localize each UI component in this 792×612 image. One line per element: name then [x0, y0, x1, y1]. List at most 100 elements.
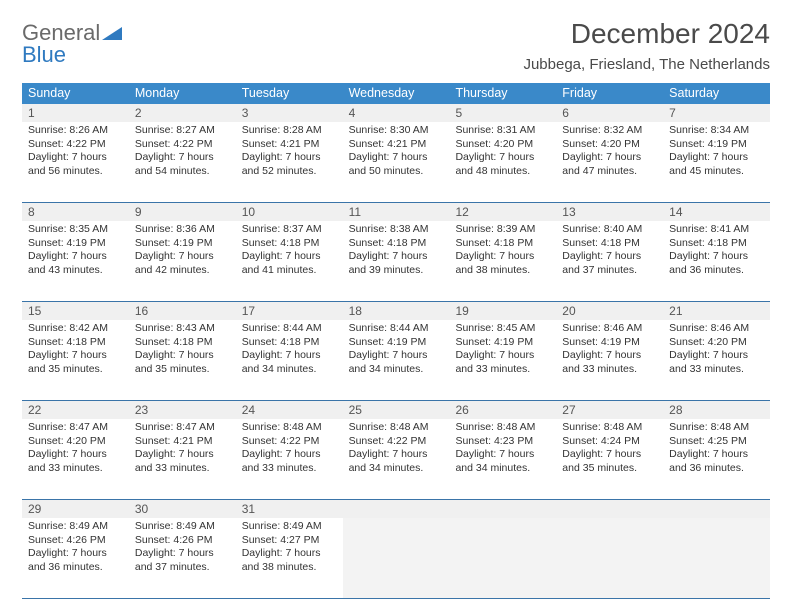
- day-dl1: Daylight: 7 hours: [242, 151, 337, 165]
- day-sunrise: Sunrise: 8:38 AM: [349, 223, 444, 237]
- day-sunrise: Sunrise: 8:48 AM: [349, 421, 444, 435]
- day-dl1: Daylight: 7 hours: [562, 151, 657, 165]
- page-title: December 2024: [523, 18, 770, 50]
- day-number: 25: [343, 401, 450, 419]
- day-cell: Sunrise: 8:45 AMSunset: 4:19 PMDaylight:…: [449, 320, 556, 400]
- day-sunset: Sunset: 4:20 PM: [28, 435, 123, 449]
- day-cell: Sunrise: 8:28 AMSunset: 4:21 PMDaylight:…: [236, 122, 343, 202]
- day-cell: Sunrise: 8:36 AMSunset: 4:19 PMDaylight:…: [129, 221, 236, 301]
- day-sunset: Sunset: 4:19 PM: [28, 237, 123, 251]
- day-of-week-header: SundayMondayTuesdayWednesdayThursdayFrid…: [22, 83, 770, 104]
- day-dl2: and 34 minutes.: [242, 363, 337, 377]
- day-dl1: Daylight: 7 hours: [455, 250, 550, 264]
- day-number: 7: [663, 104, 770, 122]
- day-number: 12: [449, 203, 556, 221]
- day-number: 2: [129, 104, 236, 122]
- daynum-row: 293031: [22, 500, 770, 518]
- day-cell: Sunrise: 8:47 AMSunset: 4:21 PMDaylight:…: [129, 419, 236, 499]
- day-sunset: Sunset: 4:19 PM: [455, 336, 550, 350]
- day-dl1: Daylight: 7 hours: [135, 151, 230, 165]
- day-sunrise: Sunrise: 8:35 AM: [28, 223, 123, 237]
- day-dl2: and 39 minutes.: [349, 264, 444, 278]
- day-cell: Sunrise: 8:48 AMSunset: 4:22 PMDaylight:…: [236, 419, 343, 499]
- day-number: 31: [236, 500, 343, 518]
- day-dl1: Daylight: 7 hours: [28, 349, 123, 363]
- day-dl2: and 33 minutes.: [455, 363, 550, 377]
- day-dl2: and 34 minutes.: [455, 462, 550, 476]
- day-sunset: Sunset: 4:27 PM: [242, 534, 337, 548]
- dow-cell: Wednesday: [343, 83, 450, 104]
- dow-cell: Friday: [556, 83, 663, 104]
- day-sunset: Sunset: 4:18 PM: [349, 237, 444, 251]
- day-sunset: Sunset: 4:23 PM: [455, 435, 550, 449]
- day-number: [449, 500, 556, 518]
- day-dl1: Daylight: 7 hours: [349, 151, 444, 165]
- day-sunset: Sunset: 4:20 PM: [669, 336, 764, 350]
- day-dl2: and 47 minutes.: [562, 165, 657, 179]
- day-dl2: and 35 minutes.: [562, 462, 657, 476]
- day-sunset: Sunset: 4:19 PM: [562, 336, 657, 350]
- day-cell: Sunrise: 8:47 AMSunset: 4:20 PMDaylight:…: [22, 419, 129, 499]
- day-sunrise: Sunrise: 8:36 AM: [135, 223, 230, 237]
- day-dl2: and 33 minutes.: [242, 462, 337, 476]
- day-dl2: and 42 minutes.: [135, 264, 230, 278]
- day-sunrise: Sunrise: 8:48 AM: [669, 421, 764, 435]
- day-number: [556, 500, 663, 518]
- day-sunrise: Sunrise: 8:30 AM: [349, 124, 444, 138]
- day-sunset: Sunset: 4:18 PM: [455, 237, 550, 251]
- day-number: [663, 500, 770, 518]
- day-dl1: Daylight: 7 hours: [349, 349, 444, 363]
- day-sunrise: Sunrise: 8:49 AM: [28, 520, 123, 534]
- day-cell: Sunrise: 8:48 AMSunset: 4:23 PMDaylight:…: [449, 419, 556, 499]
- dow-cell: Sunday: [22, 83, 129, 104]
- day-dl2: and 33 minutes.: [669, 363, 764, 377]
- day-dl2: and 37 minutes.: [562, 264, 657, 278]
- day-sunset: Sunset: 4:21 PM: [349, 138, 444, 152]
- day-cell: Sunrise: 8:43 AMSunset: 4:18 PMDaylight:…: [129, 320, 236, 400]
- day-number: 15: [22, 302, 129, 320]
- day-sunrise: Sunrise: 8:34 AM: [669, 124, 764, 138]
- week-row: Sunrise: 8:35 AMSunset: 4:19 PMDaylight:…: [22, 221, 770, 302]
- day-dl1: Daylight: 7 hours: [135, 547, 230, 561]
- day-number: 30: [129, 500, 236, 518]
- day-sunset: Sunset: 4:18 PM: [135, 336, 230, 350]
- day-cell: Sunrise: 8:49 AMSunset: 4:27 PMDaylight:…: [236, 518, 343, 598]
- day-sunset: Sunset: 4:19 PM: [135, 237, 230, 251]
- dow-cell: Saturday: [663, 83, 770, 104]
- day-dl2: and 50 minutes.: [349, 165, 444, 179]
- brand-logo: General Blue: [22, 22, 122, 66]
- dow-cell: Monday: [129, 83, 236, 104]
- day-sunrise: Sunrise: 8:27 AM: [135, 124, 230, 138]
- day-sunrise: Sunrise: 8:46 AM: [562, 322, 657, 336]
- day-dl2: and 54 minutes.: [135, 165, 230, 179]
- day-number: 11: [343, 203, 450, 221]
- day-cell: Sunrise: 8:48 AMSunset: 4:25 PMDaylight:…: [663, 419, 770, 499]
- day-dl2: and 56 minutes.: [28, 165, 123, 179]
- day-cell: Sunrise: 8:44 AMSunset: 4:19 PMDaylight:…: [343, 320, 450, 400]
- day-cell: Sunrise: 8:41 AMSunset: 4:18 PMDaylight:…: [663, 221, 770, 301]
- day-sunset: Sunset: 4:25 PM: [669, 435, 764, 449]
- day-dl2: and 37 minutes.: [135, 561, 230, 575]
- day-sunrise: Sunrise: 8:40 AM: [562, 223, 657, 237]
- day-cell: Sunrise: 8:26 AMSunset: 4:22 PMDaylight:…: [22, 122, 129, 202]
- day-sunrise: Sunrise: 8:26 AM: [28, 124, 123, 138]
- day-dl1: Daylight: 7 hours: [455, 448, 550, 462]
- day-dl2: and 36 minutes.: [28, 561, 123, 575]
- day-dl1: Daylight: 7 hours: [242, 448, 337, 462]
- daynum-row: 1234567: [22, 104, 770, 122]
- day-sunrise: Sunrise: 8:43 AM: [135, 322, 230, 336]
- brand-triangle-icon: [102, 20, 122, 45]
- daynum-row: 22232425262728: [22, 401, 770, 419]
- day-cell: Sunrise: 8:38 AMSunset: 4:18 PMDaylight:…: [343, 221, 450, 301]
- day-number: 9: [129, 203, 236, 221]
- day-sunrise: Sunrise: 8:47 AM: [28, 421, 123, 435]
- day-sunrise: Sunrise: 8:41 AM: [669, 223, 764, 237]
- day-sunrise: Sunrise: 8:44 AM: [349, 322, 444, 336]
- day-number: 21: [663, 302, 770, 320]
- day-dl1: Daylight: 7 hours: [135, 349, 230, 363]
- day-number: 23: [129, 401, 236, 419]
- day-sunset: Sunset: 4:26 PM: [135, 534, 230, 548]
- day-sunrise: Sunrise: 8:32 AM: [562, 124, 657, 138]
- daynum-row: 891011121314: [22, 203, 770, 221]
- day-sunrise: Sunrise: 8:48 AM: [455, 421, 550, 435]
